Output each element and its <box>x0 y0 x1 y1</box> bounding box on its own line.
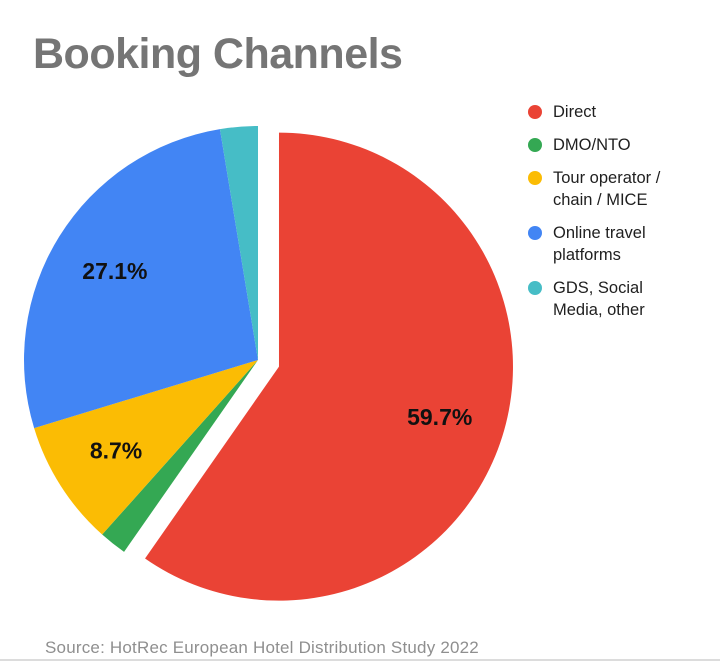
legend-dot-online-travel-platforms <box>528 226 542 240</box>
legend-item-online-travel-platforms: Online travel platforms <box>528 222 660 266</box>
pie-slice-tour-operator-chain-mice <box>34 360 258 535</box>
legend: Direct DMO/NTO Tour operator / chain / M… <box>528 101 660 321</box>
legend-item-dmo-nto: DMO/NTO <box>528 134 660 156</box>
legend-dot-gds-social-media-other <box>528 281 542 295</box>
legend-item-direct: Direct <box>528 101 660 123</box>
slice-label-online-travel-platforms: 27.1% <box>82 258 147 284</box>
pie-slice-online-travel-platforms <box>23 129 258 429</box>
legend-label-online-travel-platforms: Online travel platforms <box>553 224 646 264</box>
slice-label-direct: 59.7% <box>407 404 472 430</box>
legend-label-direct: Direct <box>553 103 597 121</box>
legend-label-dmo-nto: DMO/NTO <box>553 136 631 154</box>
chart-title: Booking Channels <box>33 30 403 78</box>
bottom-divider <box>0 659 720 661</box>
legend-dot-tour-operator <box>528 171 542 185</box>
slice-label-tour-operator-chain-mice: 8.7% <box>90 438 142 464</box>
legend-item-gds-social-media-other: GDS, Social Media, other <box>528 277 660 321</box>
source-caption: Source: HotRec European Hotel Distributi… <box>45 638 479 657</box>
pie-slice-direct <box>145 132 513 601</box>
legend-dot-dmo-nto <box>528 138 542 152</box>
pie-slice-dmo-nto <box>102 360 258 552</box>
legend-label-tour-operator: Tour operator / chain / MICE <box>553 169 661 209</box>
legend-label-gds-social-media-other: GDS, Social Media, other <box>553 279 645 319</box>
pie-slice-gds-social-media-other <box>219 126 258 360</box>
legend-dot-direct <box>528 105 542 119</box>
legend-item-tour-operator: Tour operator / chain / MICE <box>528 167 660 211</box>
